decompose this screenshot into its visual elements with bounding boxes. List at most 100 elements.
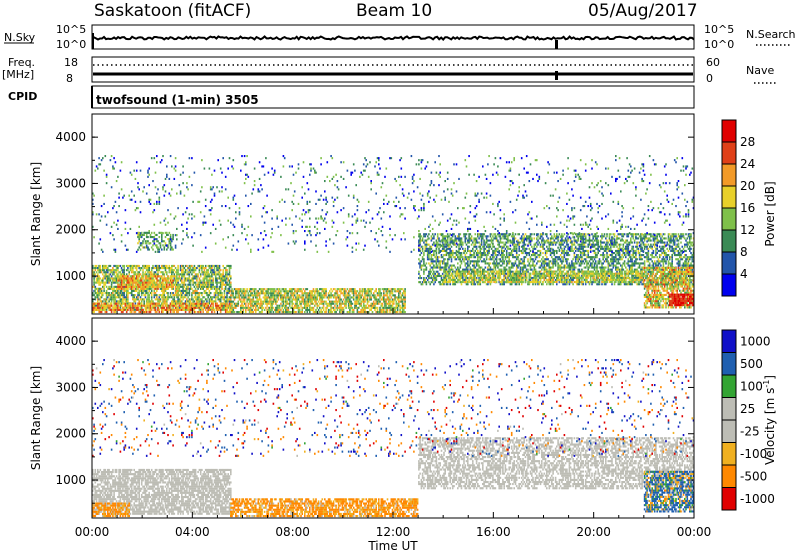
power-cell <box>493 260 495 263</box>
power-cell <box>187 296 189 299</box>
power-cell <box>129 292 132 295</box>
power-cell <box>291 306 293 309</box>
power-cell <box>124 283 127 286</box>
power-cell <box>460 243 463 246</box>
power-cell <box>115 273 118 276</box>
power-cell <box>509 254 512 257</box>
power-cell <box>257 294 260 297</box>
power-cell <box>226 264 228 267</box>
power-cell <box>443 268 445 271</box>
power-cell <box>221 296 223 299</box>
power-cell <box>104 306 107 309</box>
power-cell <box>375 311 377 314</box>
power-cell <box>512 254 514 257</box>
power-cell <box>197 304 199 307</box>
power-cell <box>270 296 272 299</box>
power-cell <box>135 306 138 309</box>
power-cell <box>148 289 150 292</box>
power-cell <box>228 306 231 309</box>
power-cell <box>473 262 475 265</box>
power-cell <box>142 283 144 286</box>
power-cell <box>211 283 213 286</box>
power-cell <box>520 249 523 252</box>
power-cell <box>438 272 440 275</box>
power-cell <box>222 298 224 301</box>
power-cell <box>143 267 145 270</box>
power-cell <box>154 298 157 301</box>
power-cell <box>339 306 341 309</box>
power-cell <box>433 254 435 257</box>
power-cell <box>458 256 460 259</box>
power-cell <box>216 281 218 284</box>
power-cell <box>206 269 208 272</box>
power-cell <box>257 300 260 303</box>
power-cell <box>509 247 512 250</box>
power-cell <box>262 288 265 291</box>
power-cell <box>383 308 385 311</box>
power-cell <box>117 296 119 299</box>
power-cell <box>285 300 287 303</box>
power-cell <box>322 308 325 311</box>
power-cell <box>99 306 102 309</box>
power-cell <box>228 281 231 284</box>
power-cell <box>134 300 137 303</box>
power-cell <box>381 288 384 291</box>
power-cell <box>177 302 179 305</box>
power-cell <box>419 243 421 246</box>
power-cell <box>423 268 425 271</box>
power-cell <box>177 292 179 295</box>
power-cell <box>242 308 245 311</box>
power-cell <box>199 267 202 270</box>
power-cell <box>362 288 365 291</box>
power-cell <box>112 292 114 295</box>
power-cell <box>277 298 280 301</box>
power-cell <box>135 267 138 270</box>
power-cell <box>97 287 99 290</box>
nsearch-label: N.Search <box>746 28 796 41</box>
power-cell <box>404 304 406 307</box>
power-cell <box>319 311 321 314</box>
power-cell <box>183 285 186 288</box>
power-cell <box>465 233 468 236</box>
power-cell <box>365 311 367 314</box>
power-cell <box>242 300 245 303</box>
power-cell <box>524 233 527 236</box>
power-cell <box>426 249 429 252</box>
power-cell <box>424 245 426 248</box>
power-cell <box>179 273 182 276</box>
power-cell <box>219 275 222 278</box>
power-cell <box>181 281 183 284</box>
power-cell <box>508 239 510 242</box>
power-cell <box>183 302 186 305</box>
power-cell <box>230 277 232 280</box>
power-cell <box>226 304 228 307</box>
power-cell <box>211 296 213 299</box>
power-cell <box>193 281 196 284</box>
power-cell <box>455 237 458 240</box>
power-cell <box>164 287 167 290</box>
power-cell <box>454 256 457 259</box>
power-cell <box>495 235 498 238</box>
power-cell <box>389 300 391 303</box>
power-cell <box>349 304 351 307</box>
power-cell <box>478 266 480 269</box>
power-cell <box>312 288 315 291</box>
power-cell <box>379 311 381 314</box>
power-cell <box>393 300 395 303</box>
power-cell <box>176 275 178 278</box>
power-cell <box>122 308 124 311</box>
power-cell <box>188 267 191 270</box>
power-cell <box>214 298 217 301</box>
power-cell <box>145 233 148 236</box>
power-cell <box>293 306 296 309</box>
power-cell <box>184 287 187 290</box>
power-cell <box>201 300 203 303</box>
power-cell <box>226 308 228 311</box>
power-cell <box>163 308 166 311</box>
power-cell <box>421 249 424 252</box>
power-cell <box>197 311 199 314</box>
power-cell <box>340 311 342 314</box>
power-cell <box>429 247 431 250</box>
power-cell <box>512 264 514 267</box>
power-cell <box>172 281 174 284</box>
